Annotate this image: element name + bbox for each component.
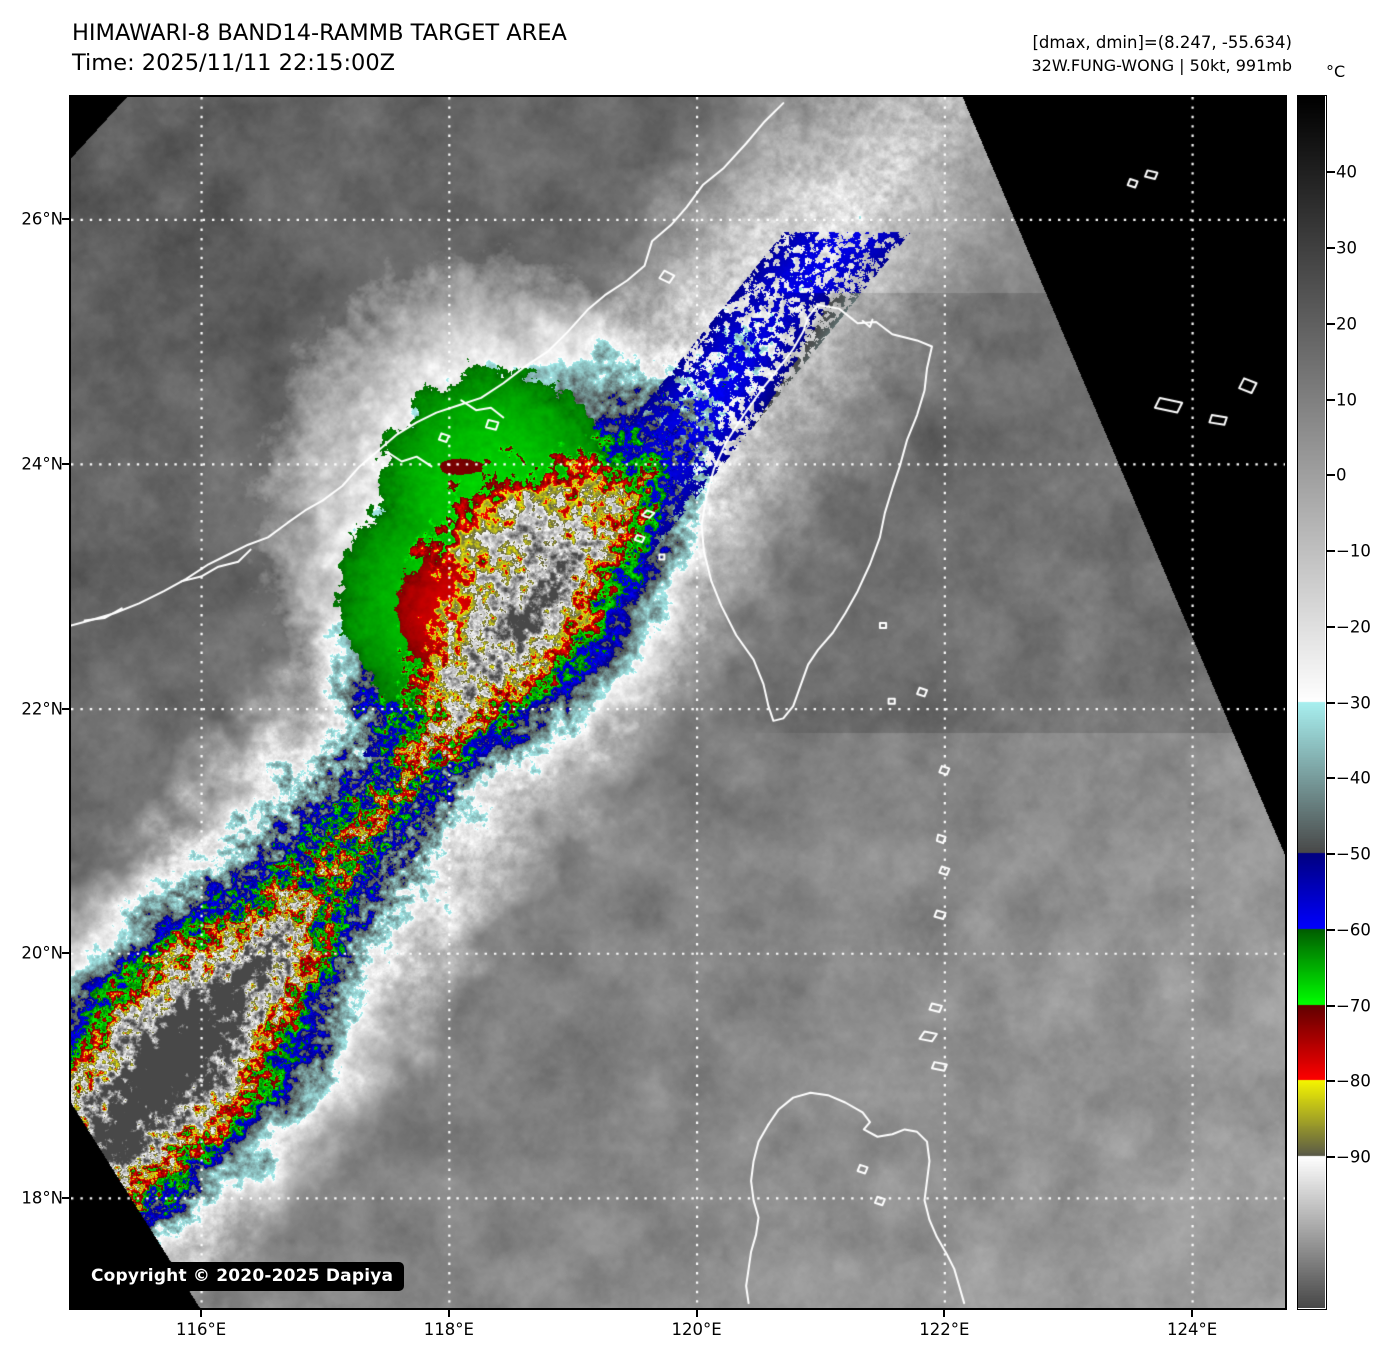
lon-tick-label-124: 124°E [1166, 1320, 1218, 1339]
lon-tick-label-120: 120°E [671, 1320, 722, 1339]
colorbar-tick-mark-40 [1327, 171, 1335, 174]
colorbar-tick-label-neg20: −20 [1336, 617, 1371, 637]
colorbar-tick-label-20: 20 [1336, 314, 1357, 334]
title-block: HIMAWARI-8 BAND14-RAMMB TARGET AREA Time… [72, 18, 567, 78]
colorbar-tick-label-neg10: −10 [1336, 541, 1371, 561]
colorbar-tick-mark-neg70 [1327, 1004, 1335, 1007]
colorbar-tick-mark-neg80 [1327, 1080, 1335, 1083]
lon-tick-mark-116 [200, 1310, 203, 1317]
colorbar-tick-label-neg90: −90 [1336, 1147, 1371, 1167]
lat-tick-mark-20 [62, 952, 69, 955]
colorbar-tick-label-0: 0 [1336, 465, 1347, 485]
lon-tick-mark-118 [447, 1310, 450, 1317]
colorbar-tick-mark-30 [1327, 247, 1335, 249]
colorbar-tick-mark-20 [1327, 322, 1335, 325]
lon-tick-mark-122 [943, 1310, 946, 1317]
lat-tick-mark-22 [62, 707, 69, 710]
metadata-block: [dmax, dmin]=(8.247, -55.634) 32W.FUNG-W… [1031, 31, 1292, 77]
colorbar-tick-label-30: 30 [1336, 238, 1357, 258]
dmax-dmin-label: [dmax, dmin]=(8.247, -55.634) [1032, 33, 1293, 52]
colorbar [1297, 95, 1327, 1310]
timestamp-label: Time: 2025/11/11 22:15:00Z [72, 50, 396, 76]
lat-tick-mark-24 [62, 462, 69, 465]
lon-tick-label-118: 118°E [423, 1320, 474, 1339]
lat-tick-label-24: 24°N [21, 454, 63, 474]
latlon-graticule-overlay [71, 97, 1285, 1308]
lon-tick-label-122: 122°E [919, 1320, 970, 1339]
colorbar-tick-mark-neg30 [1327, 701, 1335, 704]
colorbar-tick-label-neg80: −80 [1336, 1071, 1371, 1091]
lat-tick-mark-26 [62, 218, 69, 221]
colorbar-tick-mark-neg10 [1327, 550, 1335, 552]
copyright-badge: Copyright © 2020-2025 Dapiya [80, 1262, 405, 1291]
colorbar-tick-mark-neg90 [1327, 1156, 1335, 1158]
colorbar-tick-mark-neg20 [1327, 625, 1335, 628]
colorbar-tick-label-neg50: −50 [1336, 844, 1371, 864]
storm-info-label: 32W.FUNG-WONG | 50kt, 991mb [1031, 56, 1292, 75]
lat-tick-label-22: 22°N [21, 699, 63, 719]
colorbar-tick-label-40: 40 [1336, 162, 1357, 182]
lat-tick-label-20: 20°N [21, 943, 63, 963]
colorbar-unit-label: °C [1326, 62, 1346, 81]
colorbar-tick-label-10: 10 [1336, 390, 1357, 409]
colorbar-tick-label-neg70: −70 [1336, 996, 1371, 1015]
colorbar-tick-label-neg30: −30 [1336, 693, 1371, 712]
colorbar-tick-mark-0 [1327, 474, 1335, 477]
page-title: HIMAWARI-8 BAND14-RAMMB TARGET AREA [72, 20, 567, 46]
colorbar-tick-label-neg60: −60 [1336, 920, 1371, 940]
colorbar-tick-mark-neg40 [1327, 777, 1335, 780]
colorbar-tick-mark-10 [1327, 398, 1335, 401]
colorbar-gradient [1298, 96, 1325, 1308]
colorbar-tick-mark-neg60 [1327, 928, 1335, 931]
lat-tick-label-18: 18°N [21, 1188, 63, 1208]
lon-tick-label-116: 116°E [175, 1320, 227, 1339]
colorbar-tick-label-neg40: −40 [1336, 768, 1371, 788]
lat-tick-mark-18 [62, 1196, 69, 1199]
lon-tick-mark-124 [1191, 1310, 1194, 1317]
lat-tick-label-26: 26°N [21, 209, 63, 229]
colorbar-tick-mark-neg50 [1327, 853, 1335, 855]
lon-tick-mark-120 [695, 1310, 698, 1317]
satellite-image-plot: Copyright © 2020-2025 Dapiya [69, 95, 1287, 1310]
